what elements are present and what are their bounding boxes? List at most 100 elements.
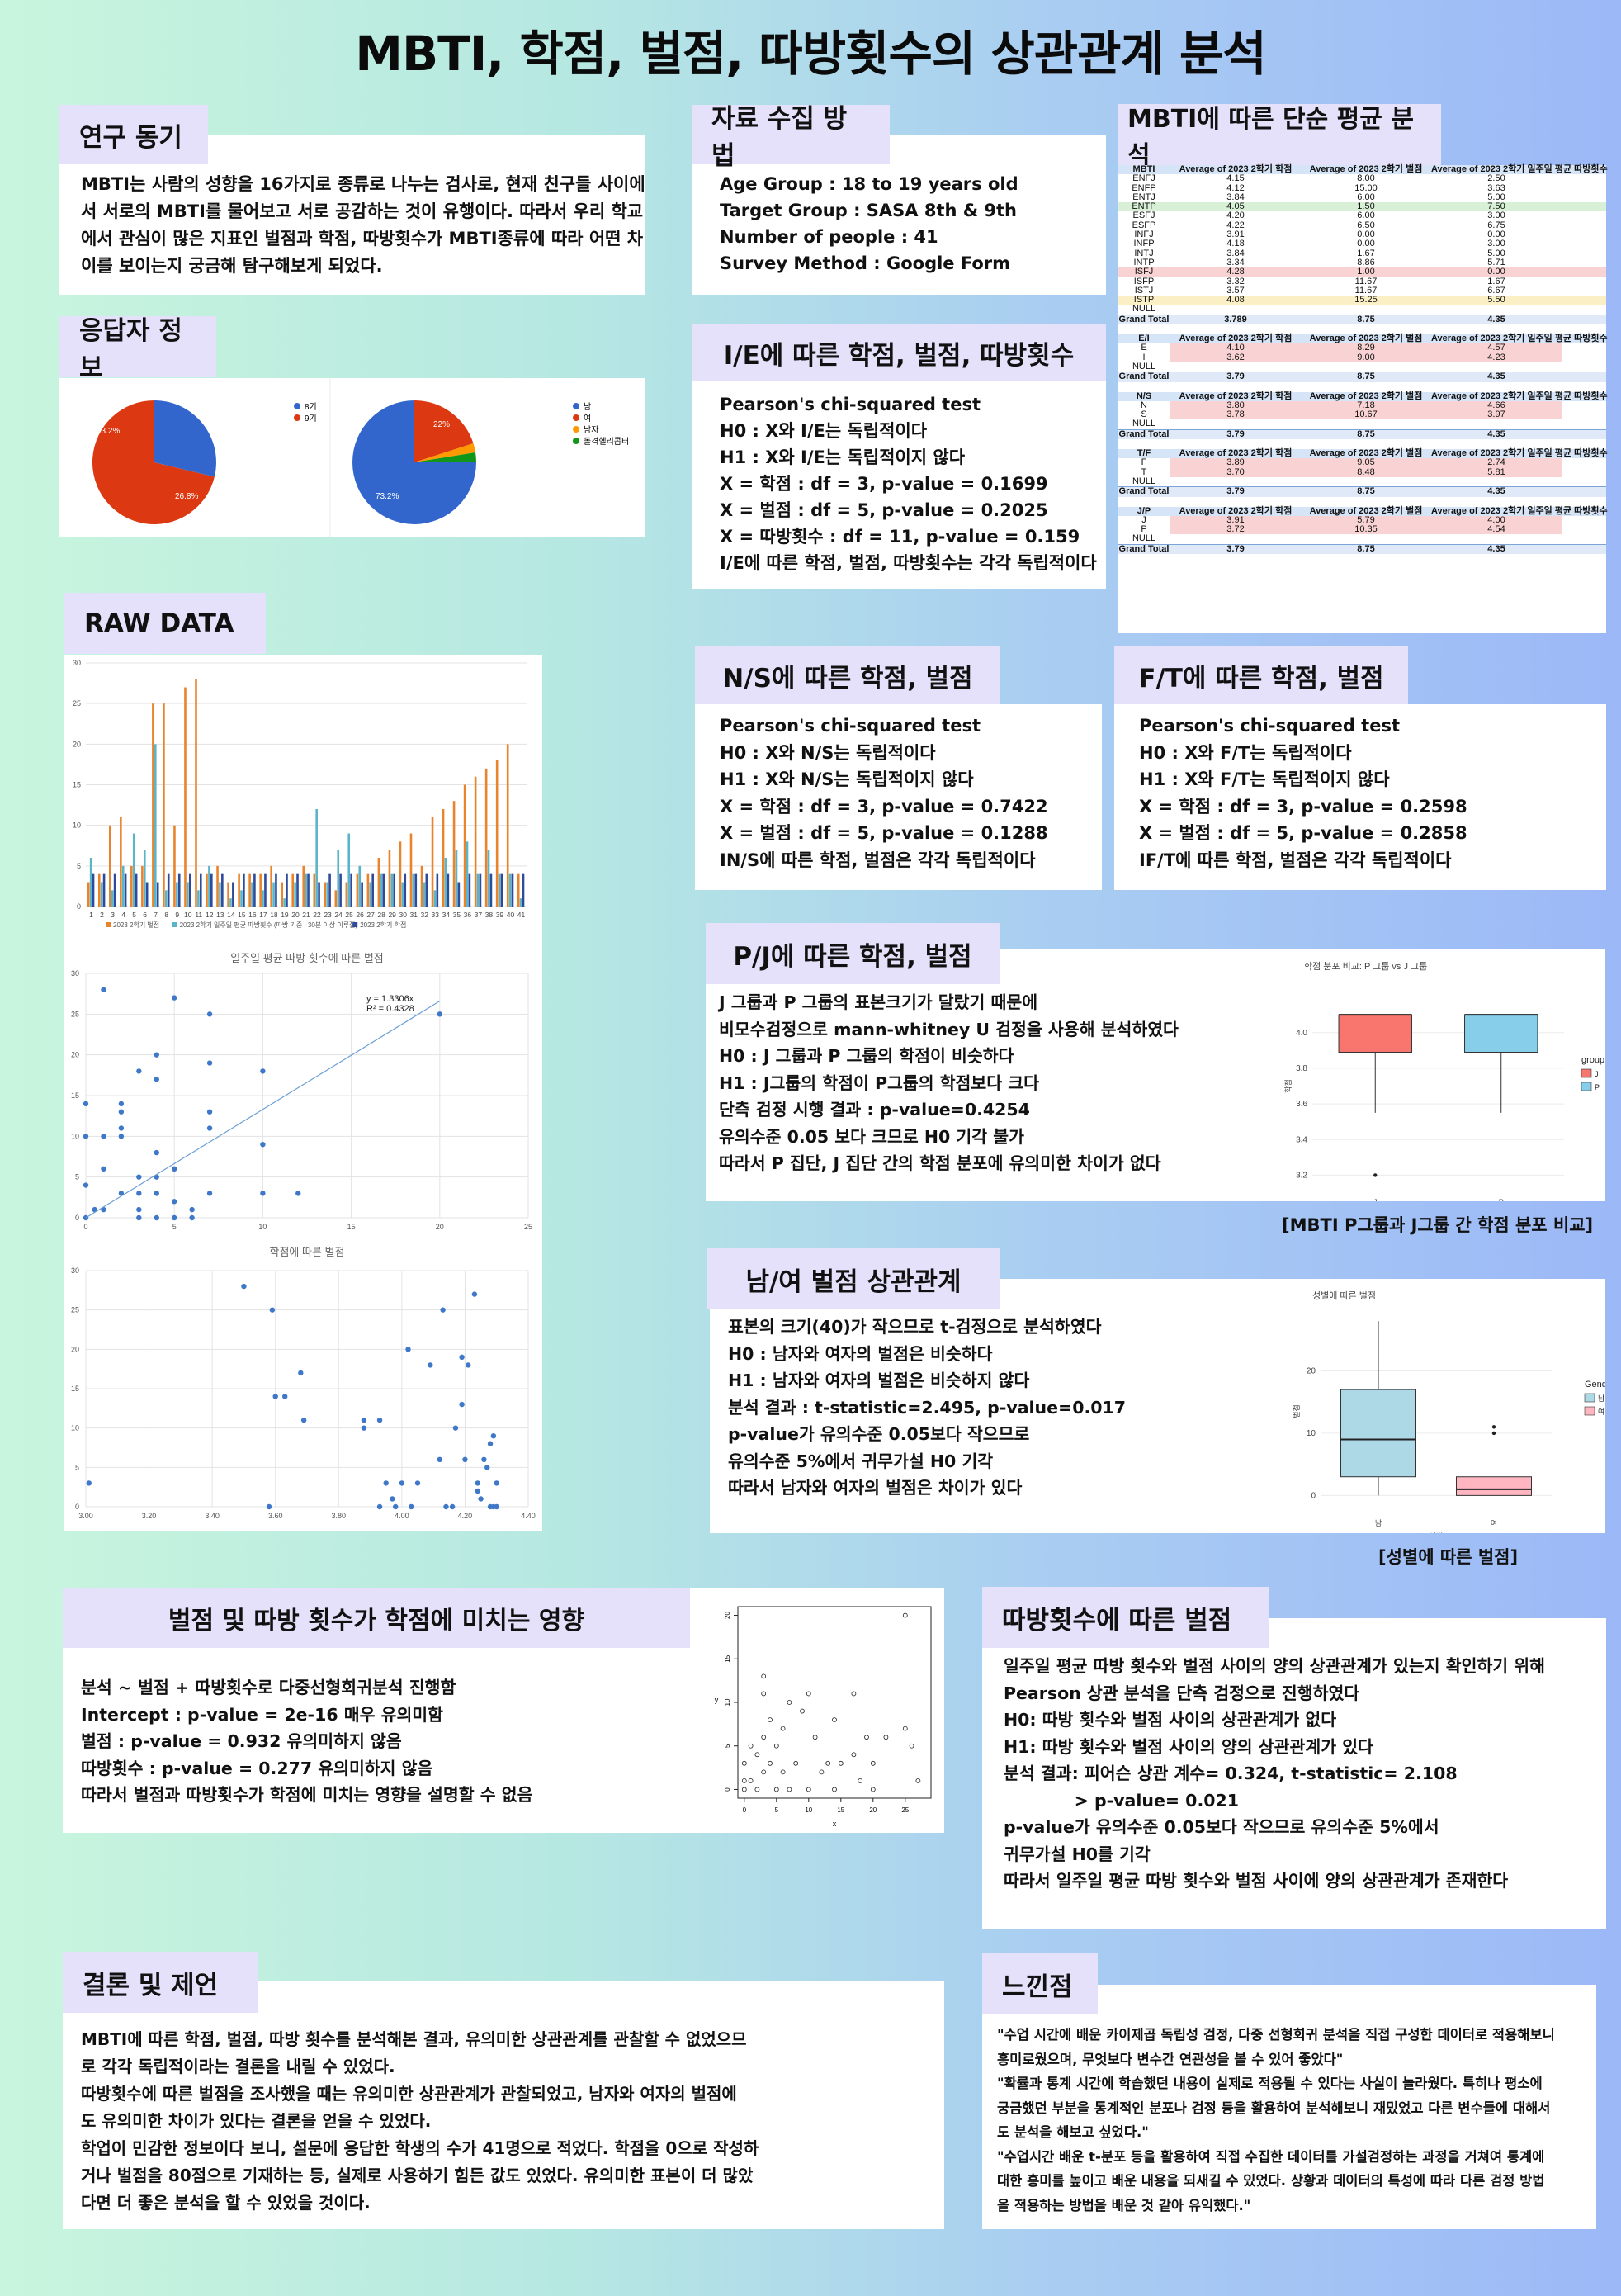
conclusion-line: 로 각각 독립적이라는 결론을 내릴 수 있었다. <box>81 2057 395 2076</box>
table-total-row: Grand Total 3.79 8.75 4.35 <box>1118 372 1606 382</box>
data-point <box>773 1787 779 1792</box>
table-cell: 3.91 <box>1170 515 1301 526</box>
table-cell: Average of 2023 2학기 벌점 <box>1309 391 1423 401</box>
feelings-line: 도 분석을 해보고 싶었다." <box>997 2124 1149 2140</box>
table-cell: 5.00 <box>1487 248 1505 258</box>
pie2-legend-0: 남 <box>584 402 591 412</box>
table-cell: Average of 2023 2학기 일주일 평균 따방횟수 <box>1431 334 1608 344</box>
table-cell: 8.29 <box>1301 343 1431 353</box>
table-cell: 2.50 <box>1487 173 1505 184</box>
table-cell: 5.50 <box>1487 295 1505 305</box>
x-tick-label: 30 <box>399 911 407 919</box>
legend-label: 2023 2학기 벌점 <box>113 921 159 929</box>
data-point <box>399 1480 405 1486</box>
table-cell: 3.97 <box>1431 409 1562 420</box>
bar <box>184 687 187 907</box>
data-point <box>459 1354 465 1361</box>
table-cell: 3.70 <box>1170 467 1301 477</box>
pie-chart-gender: 73.2% 22% 남 여 남자 돌격헬리콥터 <box>352 400 629 524</box>
bar <box>294 882 296 907</box>
table-cell: 3.00 <box>1487 211 1505 221</box>
bar <box>404 873 407 907</box>
bar <box>318 882 320 907</box>
data-point <box>118 1134 125 1139</box>
bar <box>487 850 490 907</box>
bar <box>111 890 114 907</box>
legend-swatch <box>1581 1082 1592 1091</box>
bar <box>177 873 181 907</box>
data-point <box>741 1787 747 1792</box>
x-tick-label: 31 <box>410 911 418 919</box>
bar <box>262 890 264 907</box>
bar <box>347 833 351 907</box>
table-cell: 4.23 <box>1431 353 1562 362</box>
data-point <box>806 1691 811 1697</box>
x-tick-label: 27 <box>366 911 375 919</box>
x-tick-label: 1 <box>89 911 93 919</box>
table-cell: 6.75 <box>1487 220 1505 230</box>
data-point <box>478 1496 484 1502</box>
table-row: INTP 3.34 8.86 5.71 <box>1118 258 1606 267</box>
bar <box>337 850 340 907</box>
x-tick-label: 여 <box>1491 1518 1497 1527</box>
bar <box>232 882 234 907</box>
table-cell: 2.74 <box>1431 458 1562 468</box>
table-cell: ENTJ <box>1132 192 1155 202</box>
table-cell: 11.67 <box>1354 276 1378 286</box>
data-point <box>282 1394 288 1399</box>
data-point <box>172 1214 177 1221</box>
chart-title: 학점 분포 비교: P 그룹 vs J 그룹 <box>1304 961 1427 972</box>
data-point <box>471 1291 478 1297</box>
table-cell: 10.35 <box>1301 524 1431 535</box>
bar <box>474 776 477 907</box>
data-point <box>136 1191 142 1196</box>
bar <box>495 760 499 907</box>
x-tick-label: 4.20 <box>458 1512 473 1520</box>
bar <box>195 679 197 907</box>
bar <box>517 873 520 907</box>
regression-line: 따라서 벌점과 따방횟수가 학점에 미치는 영향을 설명할 수 없음 <box>81 1785 533 1805</box>
bar <box>334 890 338 907</box>
ns-line: X = 벌점 : df = 5, p-value = 0.1288 <box>720 823 1048 843</box>
bar <box>307 873 310 907</box>
bar <box>356 873 359 907</box>
table-row: J 3.91 5.79 4.00 <box>1118 515 1606 526</box>
bar <box>519 898 522 907</box>
x-tick-label: 15 <box>837 1806 844 1814</box>
bar <box>498 873 501 907</box>
bar <box>206 873 208 907</box>
table-cell: 4.66 <box>1431 400 1562 411</box>
data-point <box>780 1726 786 1731</box>
y-tick-label: 3.6 <box>1296 1100 1307 1109</box>
data-point <box>761 1735 767 1740</box>
bar <box>425 873 428 907</box>
y-tick-label: 25 <box>71 1306 79 1314</box>
data-point <box>206 1191 213 1196</box>
conclusion-line: 학업이 민감한 정보이다 보니, 설문에 응답한 학생의 수가 41명으로 적었… <box>81 2138 759 2158</box>
data-point <box>300 1417 307 1423</box>
pj-line: H0 : J 그룹과 P 그룹의 학점이 비슷하다 <box>719 1046 1014 1066</box>
table-cell: 4.10 <box>1170 343 1301 353</box>
table-row: N 3.80 7.18 4.66 <box>1118 400 1606 411</box>
table-cell: Average of 2023 2학기 학점 <box>1179 391 1293 401</box>
y-tick-label: 15 <box>71 1091 79 1100</box>
data-point <box>172 1199 177 1205</box>
table-cell: 6.50 <box>1357 220 1375 230</box>
bar <box>208 865 210 907</box>
legend-swatch <box>1581 1068 1592 1078</box>
table-cell: MBTI <box>1132 164 1155 174</box>
y-tick-label: 20 <box>71 1345 79 1353</box>
table-cell: Average of 2023 2학기 학점 <box>1179 448 1293 459</box>
feelings-panel: "수업 시간에 배운 카이제곱 독립성 검정, 다중 선형회귀 분석을 직접 구… <box>982 1985 1596 2229</box>
x-tick-label: 34 <box>442 911 451 919</box>
data-point <box>101 1134 106 1139</box>
bar <box>466 841 469 907</box>
table-cell: 3.62 <box>1170 353 1301 362</box>
table-cell: ENTP <box>1132 201 1156 212</box>
page-title: MBTI, 학점, 벌점, 따방횟수의 상관관계 분석 <box>355 26 1267 82</box>
bar <box>248 873 251 907</box>
ie-line: H1 : X와 I/E는 독립적이지 않다 <box>720 447 966 467</box>
trend-equation: y = 1.3306x <box>366 994 414 1004</box>
conclusion-text: MBTI에 따른 학점, 벌점, 따방 횟수를 분석해본 결과, 유의미한 상관… <box>81 2026 759 2217</box>
y-tick-label: 5 <box>724 1744 731 1748</box>
